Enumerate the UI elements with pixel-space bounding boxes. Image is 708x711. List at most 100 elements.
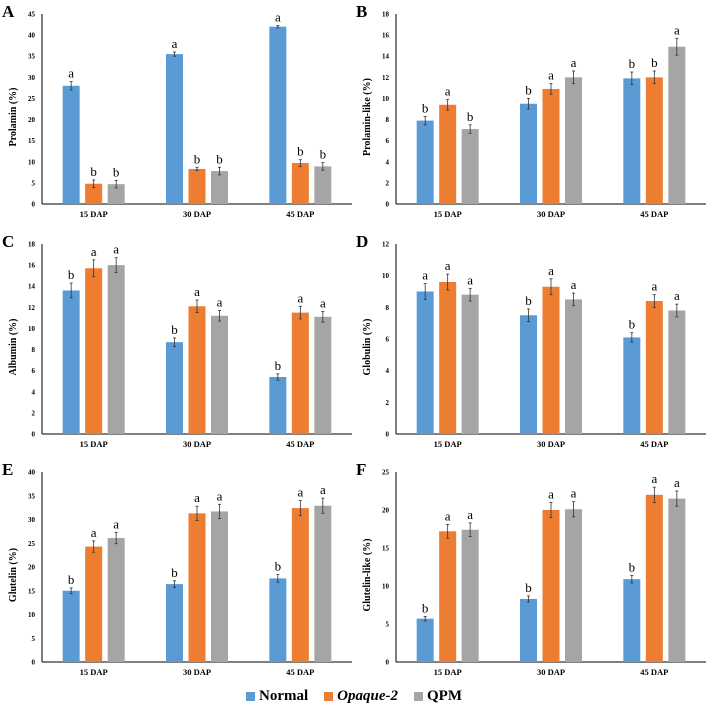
y-tick-label: 20 bbox=[28, 564, 36, 572]
bar-opaque2 bbox=[439, 531, 457, 662]
bar-opaque2 bbox=[85, 546, 103, 662]
significance-letter: b bbox=[629, 317, 636, 332]
bar-normal bbox=[62, 290, 80, 434]
bar-opaque2 bbox=[645, 301, 663, 434]
significance-letter: b bbox=[320, 147, 327, 162]
x-tick-label: 15 DAP bbox=[434, 209, 462, 219]
significance-letter: b bbox=[216, 151, 223, 166]
y-tick-label: 15 bbox=[28, 137, 36, 145]
x-tick-label: 30 DAP bbox=[537, 667, 565, 677]
bar-qpm bbox=[314, 316, 332, 434]
y-tick-label: 45 bbox=[28, 11, 36, 19]
bar-opaque2 bbox=[542, 510, 560, 662]
y-tick-label: 0 bbox=[386, 659, 390, 667]
significance-letter: a bbox=[467, 272, 473, 287]
y-tick-label: 14 bbox=[28, 283, 36, 291]
y-tick-label: 0 bbox=[386, 431, 390, 439]
x-tick-label: 45 DAP bbox=[286, 667, 314, 677]
bar-qpm bbox=[565, 77, 582, 204]
y-axis-label: Glutelin (%) bbox=[8, 548, 19, 602]
panel-label: B bbox=[356, 2, 367, 21]
significance-letter: b bbox=[467, 109, 474, 124]
y-tick-label: 8 bbox=[386, 304, 390, 312]
bar-opaque2 bbox=[188, 306, 206, 434]
bar-normal bbox=[520, 598, 537, 662]
bar-normal bbox=[166, 342, 183, 434]
panel-label: E bbox=[2, 460, 13, 479]
y-tick-label: 25 bbox=[382, 469, 390, 477]
bar-normal bbox=[62, 590, 80, 662]
panel-c: C 0 2 4 6 8 10 12 14 16 18 Albumin (%) 15 DAP b a a 30 D… bbox=[2, 232, 352, 449]
y-tick-label: 25 bbox=[28, 95, 36, 103]
y-tick-label: 18 bbox=[382, 11, 390, 19]
significance-letter: b bbox=[171, 565, 178, 580]
significance-letter: b bbox=[171, 322, 178, 337]
y-tick-label: 15 bbox=[382, 545, 390, 553]
panel-label: F bbox=[356, 460, 366, 479]
y-tick-label: 12 bbox=[28, 304, 36, 312]
y-axis-label: Albumin (%) bbox=[8, 319, 19, 376]
panel-e: E 0 5 10 15 20 25 30 35 40 Glutelin (%) 15 DAP b a a 30… bbox=[2, 460, 352, 677]
significance-letter: a bbox=[194, 284, 200, 299]
bar-qpm bbox=[211, 315, 228, 434]
significance-letter: a bbox=[91, 525, 97, 540]
x-tick-label: 30 DAP bbox=[537, 209, 565, 219]
x-tick-label: 45 DAP bbox=[640, 209, 668, 219]
significance-letter: a bbox=[445, 84, 451, 99]
significance-letter: b bbox=[629, 56, 636, 71]
x-tick-label: 15 DAP bbox=[80, 439, 108, 449]
x-tick-label: 15 DAP bbox=[434, 439, 462, 449]
bar-normal bbox=[623, 579, 641, 662]
bar-normal bbox=[269, 578, 287, 662]
significance-letter: b bbox=[275, 358, 282, 373]
bar-opaque2 bbox=[291, 312, 309, 434]
bar-qpm bbox=[211, 511, 228, 662]
legend-label-opaque2: Opaque-2 bbox=[337, 688, 398, 704]
bar-normal bbox=[269, 26, 287, 204]
bar-normal bbox=[623, 78, 641, 204]
significance-letter: a bbox=[571, 277, 577, 292]
x-tick-label: 30 DAP bbox=[183, 439, 211, 449]
y-tick-label: 0 bbox=[386, 201, 390, 209]
significance-letter: b bbox=[422, 100, 429, 115]
x-tick-label: 45 DAP bbox=[286, 439, 314, 449]
bar-qpm bbox=[107, 265, 125, 434]
significance-letter: a bbox=[445, 508, 451, 523]
panel-label: D bbox=[356, 232, 368, 251]
y-tick-label: 6 bbox=[386, 137, 390, 145]
significance-letter: a bbox=[651, 471, 657, 486]
y-axis-label: Glutelin-like (%) bbox=[362, 538, 373, 611]
significance-letter: a bbox=[172, 36, 178, 51]
panel-label: A bbox=[2, 2, 15, 21]
legend-label-normal: Normal bbox=[259, 688, 309, 704]
significance-letter: a bbox=[422, 268, 428, 283]
legend-swatch-qpm bbox=[413, 692, 423, 701]
y-tick-label: 10 bbox=[28, 158, 36, 166]
significance-letter: b bbox=[113, 164, 120, 179]
significance-letter: a bbox=[297, 485, 303, 500]
bar-qpm bbox=[107, 184, 125, 204]
bar-qpm bbox=[314, 166, 332, 204]
bar-opaque2 bbox=[439, 104, 457, 204]
bar-qpm bbox=[461, 529, 479, 662]
significance-letter: a bbox=[68, 66, 74, 81]
bar-opaque2 bbox=[439, 282, 457, 434]
y-tick-label: 15 bbox=[28, 587, 36, 595]
legend-label-qpm: QPM bbox=[426, 688, 462, 704]
x-tick-label: 30 DAP bbox=[183, 209, 211, 219]
x-tick-label: 15 DAP bbox=[434, 667, 462, 677]
significance-letter: a bbox=[113, 242, 119, 257]
y-tick-label: 12 bbox=[382, 74, 390, 82]
y-tick-label: 0 bbox=[32, 659, 36, 667]
bar-qpm bbox=[461, 129, 479, 204]
y-tick-label: 10 bbox=[28, 611, 36, 619]
significance-letter: a bbox=[445, 258, 451, 273]
y-tick-label: 6 bbox=[32, 367, 36, 375]
bar-opaque2 bbox=[542, 88, 560, 204]
panel-label: C bbox=[2, 232, 14, 251]
y-tick-label: 40 bbox=[28, 469, 36, 477]
significance-letter: a bbox=[194, 490, 200, 505]
significance-letter: b bbox=[525, 82, 532, 97]
